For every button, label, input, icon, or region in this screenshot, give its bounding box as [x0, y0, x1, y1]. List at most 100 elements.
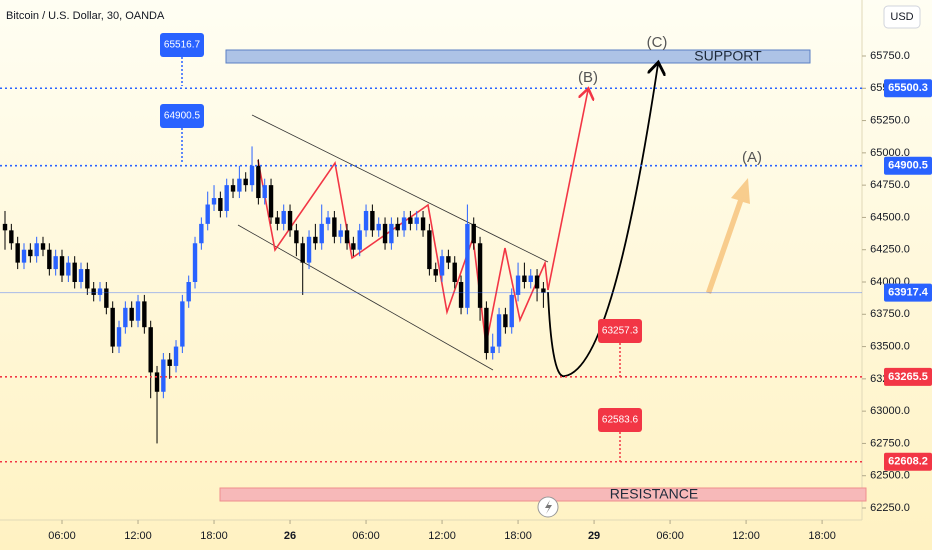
price-label: 63265.5 [888, 371, 928, 383]
candle-body [395, 223, 400, 231]
candle-body [287, 210, 293, 231]
callout-label: 63257.3 [602, 326, 639, 337]
candle-body [325, 217, 331, 224]
x-tick-label: 12:00 [428, 530, 456, 542]
candle-body [306, 236, 312, 263]
callout-box [160, 33, 204, 57]
y-tick-label: 62250.0 [870, 502, 910, 514]
candle-body [401, 217, 407, 231]
price-label: 64900.5 [888, 160, 928, 172]
candle-body [237, 178, 242, 192]
x-tick-label: 18:00 [200, 530, 228, 542]
candle-body [484, 307, 489, 354]
wave-label: (C) [647, 34, 668, 51]
support-zone [225, 49, 811, 64]
candle-body [477, 243, 483, 308]
candle-body [300, 243, 305, 263]
candle-body [496, 314, 502, 347]
candle-body [199, 223, 204, 244]
candle-body [370, 210, 375, 231]
candle-body [59, 256, 65, 276]
wave-a-arrow [706, 178, 750, 294]
candle-body [116, 327, 122, 347]
x-tick-label: 18:00 [808, 530, 836, 542]
candle-body [313, 236, 318, 244]
candle-body [2, 223, 8, 231]
wave-label: (B) [578, 69, 598, 86]
support-label: SUPPORT [694, 48, 762, 64]
candle-body [515, 275, 521, 295]
event-icon-bolt[interactable] [545, 500, 552, 514]
x-tick-label: 12:00 [124, 530, 152, 542]
candle-body [211, 198, 217, 205]
candle-body [192, 243, 198, 282]
chart-title: Bitcoin / U.S. Dollar, 30, OANDA [6, 10, 165, 22]
candle-body [21, 249, 27, 263]
candle-body [534, 275, 540, 289]
candle-body [427, 230, 432, 270]
candle-body [154, 372, 160, 392]
price-label: 62608.2 [888, 456, 928, 468]
wave-c-curve [547, 64, 658, 377]
candle-body [522, 275, 527, 282]
y-tick-label: 64500.0 [870, 211, 910, 223]
candle-body [9, 230, 14, 244]
y-tick-label: 63000.0 [870, 405, 910, 417]
price-label-box [884, 283, 932, 302]
currency[interactable]: USD [890, 11, 913, 23]
candle-body [28, 249, 33, 257]
currency-box[interactable] [883, 5, 921, 29]
callout-label: 65516.7 [164, 40, 201, 51]
price-label: 65500.3 [888, 82, 928, 94]
wave-label: (A) [742, 149, 762, 166]
y-tick-label: 64250.0 [870, 244, 910, 256]
candle-body [541, 288, 546, 293]
resistance-label: RESISTANCE [610, 486, 698, 502]
candle-body [332, 217, 337, 237]
callout-label: 62583.6 [602, 415, 639, 426]
candle-body [275, 217, 280, 224]
candle-body [180, 301, 185, 347]
candle-body [148, 327, 153, 373]
channel-line [251, 114, 549, 263]
x-tick-label: 06:00 [48, 530, 76, 542]
candle-body [338, 230, 343, 237]
candle-body [389, 223, 394, 244]
candle-body [167, 359, 172, 366]
price-label-box [884, 156, 932, 175]
candle-body [129, 307, 134, 321]
candle-body [262, 185, 267, 199]
candle-body [53, 256, 58, 270]
candle-body [528, 275, 533, 282]
callout-label: 64900.5 [164, 111, 201, 122]
candle-body [414, 217, 419, 224]
candle-body [319, 223, 324, 244]
callout-box [598, 319, 642, 343]
candle-body [452, 262, 457, 282]
x-tick-label: 26 [284, 530, 296, 542]
zigzag [257, 159, 549, 346]
candle-body [66, 262, 71, 276]
candle-body [363, 210, 369, 231]
candle-body [230, 185, 236, 192]
candle-body [72, 262, 77, 282]
y-tick-label: 62750.0 [870, 437, 910, 449]
y-tick-label: 65250.0 [870, 114, 910, 126]
wave-b-arrow [547, 90, 588, 291]
price-label: 63917.4 [888, 287, 929, 299]
candle-body [173, 346, 179, 366]
candle-body [243, 178, 248, 186]
x-tick-label: 12:00 [732, 530, 760, 542]
price-label-box [884, 367, 932, 386]
candle-body [357, 230, 362, 250]
x-tick-label: 18:00 [504, 530, 532, 542]
y-tick-label: 64750.0 [870, 179, 910, 191]
price-label-box [884, 452, 932, 471]
x-tick-label: 06:00 [656, 530, 684, 542]
candle-body [433, 269, 438, 276]
candle-body [344, 230, 350, 244]
y-tick-label: 63750.0 [870, 308, 910, 320]
candle-body [218, 198, 223, 211]
x-tick-label: 29 [588, 530, 600, 542]
